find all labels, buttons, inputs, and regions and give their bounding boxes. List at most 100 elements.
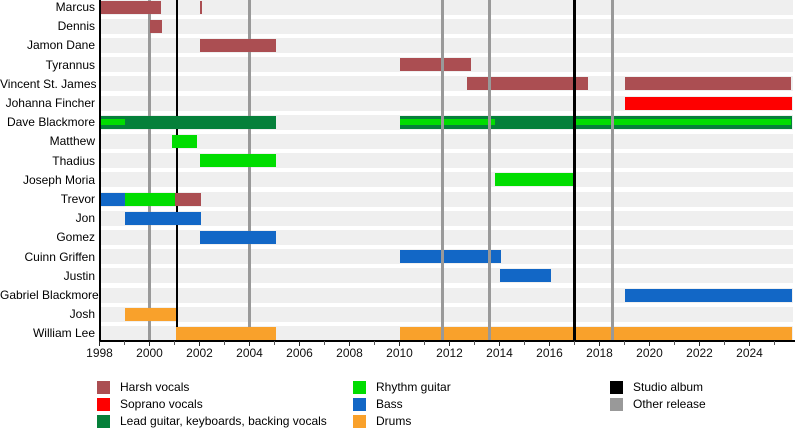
release-line-other <box>488 0 491 341</box>
axis-tick-label: 2000 <box>136 346 163 360</box>
axis-tick-label: 2012 <box>436 346 463 360</box>
bar-harsh <box>149 19 162 33</box>
axis-tick-label: 2002 <box>186 346 213 360</box>
row-stripe <box>101 172 793 188</box>
member-label-matthew: Matthew <box>49 134 95 149</box>
bar-rhythm-overlay <box>399 119 495 126</box>
bar-rhythm-overlay <box>100 119 125 126</box>
release-line-other <box>248 0 251 341</box>
axis-tick <box>298 341 301 346</box>
bar-rhythm <box>124 192 175 206</box>
row-stripe <box>101 287 793 303</box>
release-line-studio <box>175 0 179 341</box>
row-stripe <box>101 268 793 284</box>
legend-swatch-bass <box>353 398 366 411</box>
axis-tick-label: 2016 <box>536 346 563 360</box>
axis-tick-label: 2006 <box>286 346 313 360</box>
bar-bass <box>399 250 501 264</box>
axis-tick <box>148 341 151 346</box>
axis-tick <box>598 341 601 346</box>
bar-harsh <box>199 38 276 52</box>
row-stripe <box>101 133 793 149</box>
bar-harsh <box>624 77 791 91</box>
bar-harsh <box>100 0 161 14</box>
member-label-cuinn-griffen: Cuinn Griffen <box>24 249 95 264</box>
axis-minor-tick <box>124 341 125 345</box>
axis-tick-label: 2018 <box>586 346 613 360</box>
bar-rhythm <box>494 173 575 187</box>
axis-minor-tick <box>774 341 775 345</box>
row-stripe <box>101 210 793 226</box>
axis-tick <box>348 341 351 346</box>
axis-tick-label: 2010 <box>386 346 413 360</box>
row-stripe <box>101 95 793 111</box>
legend-label-studio: Studio album <box>633 380 704 394</box>
legend-label-bass: Bass <box>376 397 403 411</box>
legend-swatch-soprano <box>97 398 110 411</box>
member-label-dennis: Dennis <box>57 19 95 34</box>
axis-tick <box>548 341 551 346</box>
member-label-marcus: Marcus <box>55 0 95 14</box>
row-stripe <box>101 76 793 92</box>
member-label-johanna-fincher: Johanna Fincher <box>5 96 95 110</box>
bar-bass <box>499 269 551 283</box>
legend-label-drums: Drums <box>376 414 412 428</box>
release-line-other <box>148 0 151 341</box>
release-line-studio <box>573 0 576 341</box>
bar-rhythm-overlay <box>574 119 791 126</box>
bar-bass <box>100 192 125 206</box>
member-label-jon: Jon <box>75 211 95 226</box>
axis-tick <box>398 341 401 346</box>
axis-minor-tick <box>724 341 725 345</box>
axis-minor-tick <box>224 341 225 345</box>
member-label-thadius: Thadius <box>52 153 95 168</box>
member-label-joseph-moria: Joseph Moria <box>22 172 95 187</box>
axis-minor-tick <box>474 341 475 345</box>
axis-tick <box>98 341 101 346</box>
bar-drums <box>175 326 276 340</box>
bar-soprano <box>624 96 792 110</box>
member-label-jamon-dane: Jamon Dane <box>26 38 95 53</box>
axis-tick-label: 2014 <box>486 346 513 360</box>
axis-minor-tick <box>274 341 275 345</box>
member-label-william-lee: William Lee <box>32 326 95 341</box>
legend-label-harsh: Harsh vocals <box>120 380 190 394</box>
bar-bass <box>124 211 201 225</box>
axis-tick <box>648 341 651 346</box>
release-line-other <box>610 0 614 341</box>
bar-harsh <box>399 58 471 72</box>
legend-label-soprano: Soprano vocals <box>120 397 203 411</box>
legend-swatch-other <box>610 398 623 411</box>
member-label-trevor: Trevor <box>60 192 95 206</box>
row-stripe <box>101 306 793 322</box>
axis-tick <box>748 341 751 346</box>
row-stripe <box>101 18 793 34</box>
axis-tick-label: 2020 <box>636 346 663 360</box>
axis-minor-tick <box>174 341 175 345</box>
member-label-vincent-st-james: Vincent St. James <box>0 76 97 91</box>
legend-label-other: Other release <box>633 397 706 411</box>
axis-minor-tick <box>424 341 425 345</box>
release-line-other <box>440 0 444 341</box>
bar-rhythm <box>199 154 276 168</box>
legend-swatch-drums <box>353 415 366 428</box>
x-axis-line <box>99 340 795 342</box>
axis-minor-tick <box>374 341 375 345</box>
bar-harsh <box>199 0 202 14</box>
axis-tick <box>248 341 251 346</box>
member-label-dave-blackmore: Dave Blackmore <box>6 115 95 130</box>
bar-rhythm <box>172 134 197 148</box>
axis-tick-label: 2008 <box>336 346 363 360</box>
legend-label-rhythm: Rhythm guitar <box>376 380 451 394</box>
axis-tick-label: 2024 <box>736 346 763 360</box>
axis-minor-tick <box>674 341 675 345</box>
member-label-gabriel-blackmore: Gabriel Blackmore <box>0 288 99 302</box>
axis-tick <box>498 341 501 346</box>
row-stripe <box>101 0 793 15</box>
axis-minor-tick <box>524 341 525 345</box>
member-label-josh: Josh <box>69 307 95 322</box>
y-axis-line <box>99 0 101 341</box>
bar-drums <box>124 307 176 321</box>
member-label-tyrannus: Tyrannus <box>45 57 95 72</box>
legend-swatch-harsh <box>97 381 110 394</box>
